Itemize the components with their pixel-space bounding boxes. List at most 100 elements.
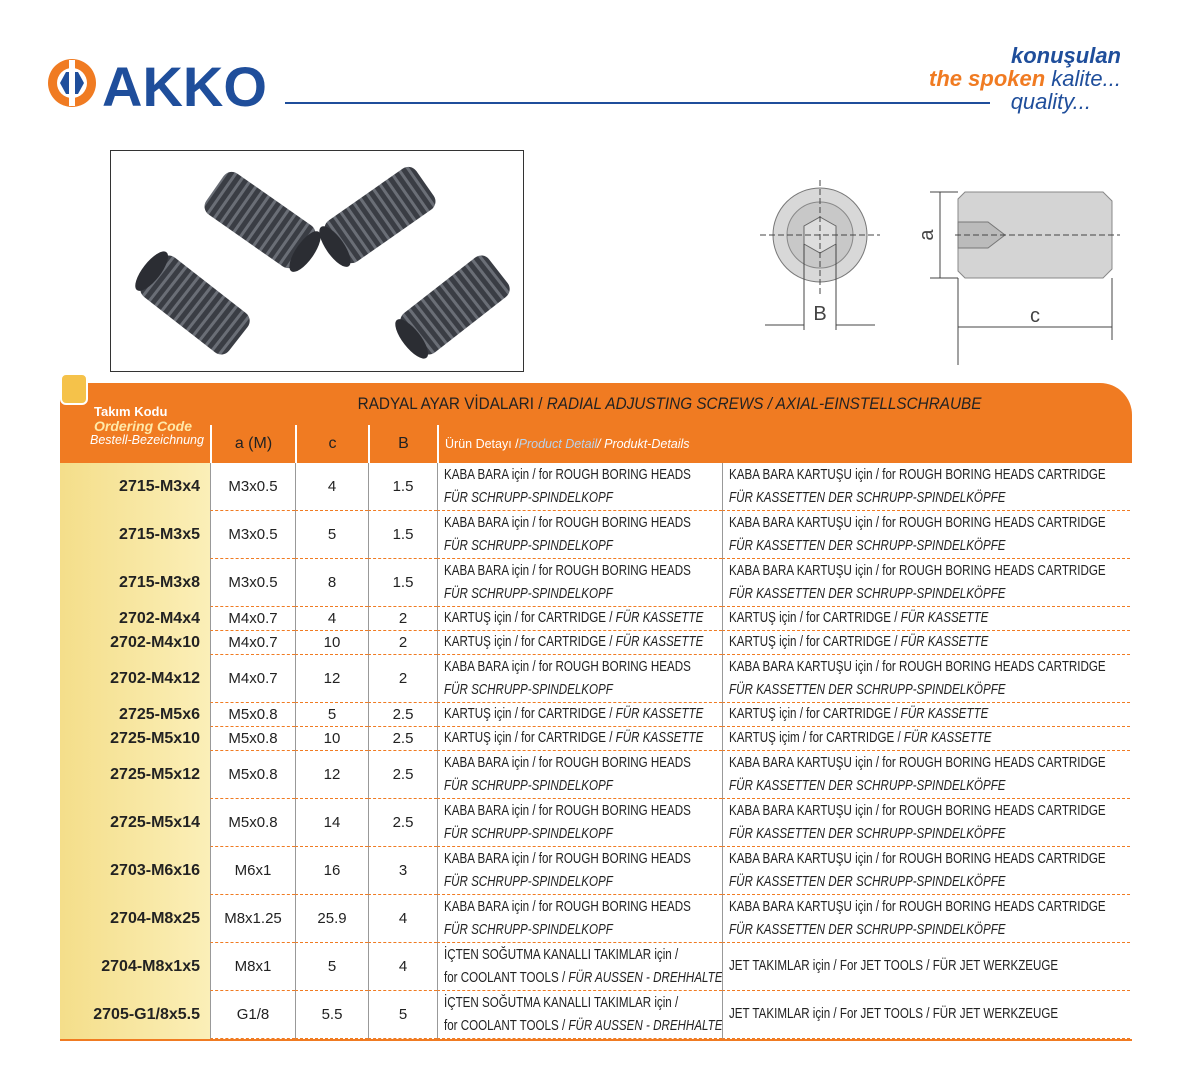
detail-line: KABA BARA için / for ROUGH BORING HEADS [444, 896, 691, 919]
spec-value: M6x1 [210, 847, 295, 895]
spec-value: 5 [368, 991, 437, 1039]
detail-italic: FÜR SCHRUPP-SPINDELKOPF [444, 873, 613, 890]
detail-cell: KARTUŞ için / for CARTRIDGE / FÜR KASSET… [722, 703, 1130, 727]
code-header: Takım Kodu Ordering Code Bestell-Bezeich… [90, 405, 204, 448]
detail-line: FÜR SCHRUPP-SPINDELKOPF [444, 487, 613, 510]
detail-line: KARTUŞ için / for CARTRIDGE / FÜR KASSET… [444, 703, 703, 726]
detail-line: KABA BARA KARTUŞU için / for ROUGH BORIN… [729, 848, 1106, 871]
detail-text: KARTUŞ içim / for CARTRIDGE / [729, 730, 904, 746]
detail-cell: İÇTEN SOĞUTMA KANALLI TAKIMLAR için / for… [437, 943, 722, 991]
detail-line: KABA BARA için / for ROUGH BORING HEADS [444, 752, 691, 775]
order-code: 2715-M3x5 [119, 526, 200, 543]
detail-text: for COOLANT TOOLS / [444, 1017, 569, 1034]
detail-cell: JET TAKIMLAR için / For JET TOOLS / FÜR … [722, 943, 1130, 991]
order-code: 2704-M8x1x5 [101, 958, 200, 975]
detail-text: KABA BARA KARTUŞU için / for ROUGH BORIN… [729, 802, 1106, 819]
detail-text: KABA BARA için / for ROUGH BORING HEADS [444, 658, 691, 675]
tagline-kalite: kalite... [1051, 66, 1121, 91]
detail-italic: FÜR SCHRUPP-SPINDELKOPF [444, 825, 613, 842]
detail-line: KABA BARA KARTUŞU için / for ROUGH BORIN… [729, 560, 1106, 583]
detail-italic: FÜR SCHRUPP-SPINDELKOPF [444, 585, 613, 602]
detail-cell: JET TAKIMLAR için / For JET TOOLS / FÜR … [722, 991, 1130, 1039]
detail-text: KABA BARA için / for ROUGH BORING HEADS [444, 514, 691, 531]
detail-cell: KARTUŞ için / for CARTRIDGE / FÜR KASSET… [722, 631, 1130, 655]
detail-italic: FÜR AUSSEN - DREHHALTER [568, 1017, 722, 1034]
spec-value: 12 [295, 751, 368, 799]
title-text: RADYAL AYAR VİDALARI / [358, 394, 548, 413]
spec-value: 2.5 [368, 727, 437, 751]
detail-line: FÜR KASSETTEN DER SCHRUPP-SPINDELKÖPFE [729, 487, 1006, 510]
detail-line: FÜR KASSETTEN DER SCHRUPP-SPINDELKÖPFE [729, 823, 1006, 846]
order-code: 2725-M5x10 [110, 730, 200, 747]
spec-value: M8x1.25 [210, 895, 295, 943]
detail-line: KABA BARA KARTUŞU için / for ROUGH BORIN… [729, 464, 1106, 487]
detail-cell: KABA BARA KARTUŞU için / for ROUGH BORIN… [722, 463, 1130, 511]
detail-italic: FÜR KASSETTE [615, 610, 704, 626]
detail-italic: FÜR KASSETTEN DER SCHRUPP-SPINDELKÖPFE [729, 489, 1006, 506]
detail-text: JET TAKIMLAR için / For JET TOOLS / FÜR … [729, 1006, 1059, 1022]
detail-line: KABA BARA için / for ROUGH BORING HEADS [444, 800, 691, 823]
detail-cell: KABA BARA KARTUŞU için / for ROUGH BORIN… [722, 751, 1130, 799]
detail-cell: İÇTEN SOĞUTMA KANALLI TAKIMLAR için / for… [437, 991, 722, 1039]
detail-italic: FÜR KASSETTE [615, 730, 704, 746]
tagline-spoken: the spoken [929, 66, 1046, 91]
detail-cell: KABA BARA KARTUŞU için / for ROUGH BORIN… [722, 655, 1130, 703]
detail-text: KABA BARA KARTUŞU için / for ROUGH BORIN… [729, 466, 1106, 483]
detail-line: KABA BARA KARTUŞU için / for ROUGH BORIN… [729, 752, 1106, 775]
code-column [60, 463, 210, 1039]
detail-italic: FÜR KASSETTE [900, 634, 989, 650]
detail-italic: FÜR SCHRUPP-SPINDELKOPF [444, 777, 613, 794]
spec-value: 10 [295, 727, 368, 751]
spec-value: 16 [295, 847, 368, 895]
detail-line: KABA BARA için / for ROUGH BORING HEADS [444, 848, 691, 871]
spec-value: M4x0.7 [210, 607, 295, 631]
detail-line: FÜR KASSETTEN DER SCHRUPP-SPINDELKÖPFE [729, 775, 1006, 798]
detail-text: KABA BARA KARTUŞU için / for ROUGH BORIN… [729, 658, 1106, 675]
icon [60, 373, 88, 405]
detail-line: KARTUŞ için / for CARTRIDGE / FÜR KASSET… [729, 703, 988, 726]
spec-value: 1.5 [368, 511, 437, 559]
table-title: RADYAL AYAR VİDALARI / RADIAL ADJUSTING … [210, 383, 1130, 425]
detail-line: FÜR SCHRUPP-SPINDELKOPF [444, 823, 613, 846]
code-header-line: Ordering Code [94, 418, 193, 434]
detail-cell: KABA BARA KARTUŞU için / for ROUGH BORIN… [722, 559, 1130, 607]
spec-value: 4 [295, 463, 368, 511]
detail-text: KABA BARA KARTUŞU için / for ROUGH BORIN… [729, 562, 1106, 579]
detail-italic: FÜR KASSETTEN DER SCHRUPP-SPINDELKÖPFE [729, 873, 1006, 890]
detail-text: KARTUŞ için / for CARTRIDGE / [444, 634, 616, 650]
detail-text: KABA BARA KARTUŞU için / for ROUGH BORIN… [729, 850, 1106, 867]
spec-value: 2 [368, 655, 437, 703]
detail-line: KABA BARA için / for ROUGH BORING HEADS [444, 464, 691, 487]
spec-value: 2 [368, 631, 437, 655]
detail-header-text: Ürün Detayı / [445, 437, 519, 451]
detail-text: KARTUŞ için / for CARTRIDGE / [444, 706, 616, 722]
detail-text: KABA BARA KARTUŞU için / for ROUGH BORIN… [729, 514, 1106, 531]
detail-text: KABA BARA KARTUŞU için / for ROUGH BORIN… [729, 898, 1106, 915]
detail-line: FÜR SCHRUPP-SPINDELKOPF [444, 535, 613, 558]
detail-text: KARTUŞ için / for CARTRIDGE / [444, 730, 616, 746]
detail-cell: KABA BARA için / for ROUGH BORING HEADS F… [437, 751, 722, 799]
spec-value: M3x0.5 [210, 559, 295, 607]
spec-value: M3x0.5 [210, 511, 295, 559]
spec-value: 5 [295, 943, 368, 991]
detail-cell: KABA BARA için / for ROUGH BORING HEADS F… [437, 655, 722, 703]
column-header: c [295, 425, 368, 463]
tagline: konuşulan the spoken kalite... quality..… [929, 44, 1121, 113]
detail-line: FÜR SCHRUPP-SPINDELKOPF [444, 919, 613, 942]
spec-value: 25.9 [295, 895, 368, 943]
detail-text: İÇTEN SOĞUTMA KANALLI TAKIMLAR için / [444, 946, 679, 963]
detail-line: for COOLANT TOOLS / FÜR AUSSEN - DREHHAL… [444, 1015, 722, 1038]
spec-value: M4x0.7 [210, 655, 295, 703]
detail-line: FÜR SCHRUPP-SPINDELKOPF [444, 583, 613, 606]
order-code: 2725-M5x6 [119, 706, 200, 723]
spec-value: 5 [295, 703, 368, 727]
detail-italic: FÜR KASSETTEN DER SCHRUPP-SPINDELKÖPFE [729, 825, 1006, 842]
detail-cell: KABA BARA için / for ROUGH BORING HEADS F… [437, 511, 722, 559]
column-header: B [368, 425, 437, 463]
detail-italic: FÜR KASSETTE [615, 634, 704, 650]
order-code: 2703-M6x16 [110, 862, 200, 879]
spec-value: M5x0.8 [210, 799, 295, 847]
detail-cell: KABA BARA KARTUŞU için / for ROUGH BORIN… [722, 511, 1130, 559]
detail-line: KARTUŞ için / for CARTRIDGE / FÜR KASSET… [444, 727, 703, 750]
